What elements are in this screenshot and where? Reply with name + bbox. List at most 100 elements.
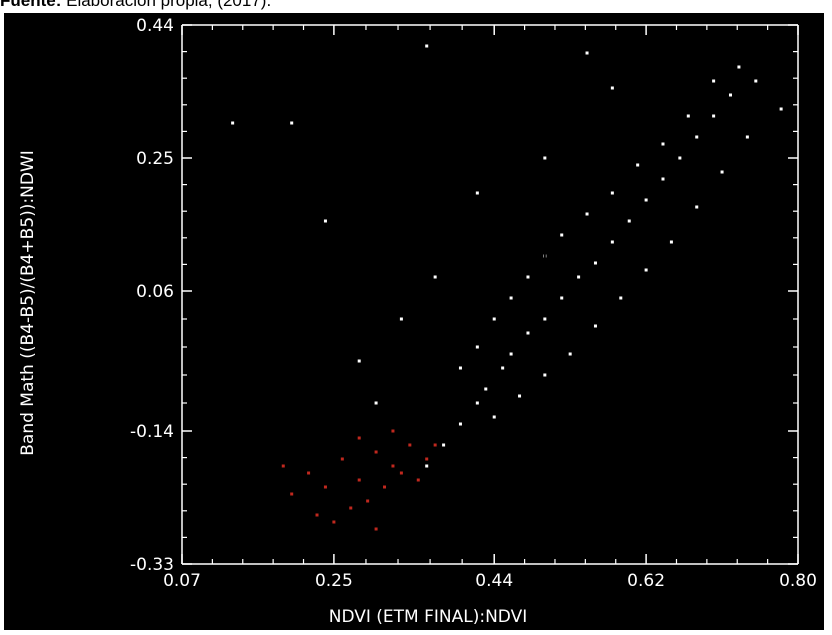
data-point [374, 450, 378, 454]
data-point [349, 506, 353, 510]
data-point [695, 135, 699, 139]
data-point [745, 135, 749, 139]
data-point [560, 296, 564, 300]
x-tick-label: 0.80 [779, 571, 817, 591]
data-point [492, 415, 496, 419]
data-point [644, 198, 648, 202]
data-point [484, 387, 488, 391]
data-point [627, 219, 631, 223]
data-point [636, 163, 640, 167]
data-point [779, 107, 783, 111]
data-point [585, 212, 589, 216]
data-point [526, 275, 530, 279]
data-point [585, 51, 589, 55]
y-tick-label: 0.44 [136, 16, 174, 36]
data-point [593, 324, 597, 328]
data-point [475, 345, 479, 349]
data-point [425, 464, 429, 468]
data-point [593, 261, 597, 265]
x-tick-label: 0.25 [315, 571, 353, 591]
data-point [391, 464, 395, 468]
data-point [543, 373, 547, 377]
data-point [678, 156, 682, 160]
x-tick-label: 0.07 [163, 571, 201, 591]
data-point [458, 366, 462, 370]
axis-layer: 0.07 0.25 0.44 0.62 0.80 0.44 0.25 0.06 -0.14 -0.… [130, 16, 817, 591]
data-point [610, 191, 614, 195]
data-point [307, 471, 311, 475]
data-point [712, 79, 716, 83]
data-point [644, 268, 648, 272]
data-point [619, 296, 623, 300]
data-point [577, 275, 581, 279]
scatter-plot-frame: 0.07 0.25 0.44 0.62 0.80 0.44 0.25 0.06 -0.14 -0.… [4, 13, 824, 630]
caption-text: Elaboración propia, (2017). [61, 0, 272, 10]
data-point [568, 352, 572, 356]
y-tick-label: 0.06 [136, 282, 174, 302]
data-point [475, 401, 479, 405]
data-point [509, 352, 513, 356]
data-point [408, 443, 412, 447]
data-point [399, 317, 403, 321]
data-point [425, 457, 429, 461]
data-point [374, 527, 378, 531]
data-point [357, 478, 361, 482]
annotation-line [654, 157, 714, 180]
data-point [661, 177, 665, 181]
y-tick-label: 0.25 [136, 149, 174, 169]
data-point [526, 331, 530, 335]
figure-caption: Fuente: Elaboración propia, (2017). [0, 0, 271, 11]
data-point [433, 275, 437, 279]
data-point [391, 429, 395, 433]
annotation-layer [477, 157, 714, 292]
data-point [695, 205, 699, 209]
data-point [669, 240, 673, 244]
data-point [518, 394, 522, 398]
data-point [442, 443, 446, 447]
y-tick-label: -0.33 [130, 555, 174, 575]
x-tick-label: 0.44 [475, 571, 513, 591]
data-point [475, 191, 479, 195]
data-point [433, 443, 437, 447]
data-point [383, 485, 387, 489]
scatter-chart: 0.07 0.25 0.44 0.62 0.80 0.44 0.25 0.06 -0.14 -0.… [18, 16, 817, 627]
data-point [357, 436, 361, 440]
data-point [374, 401, 378, 405]
data-point [610, 86, 614, 90]
data-point [231, 121, 235, 125]
data-point [332, 520, 336, 524]
y-tick-label: -0.14 [130, 422, 174, 442]
data-point [290, 492, 294, 496]
caption-prefix: Fuente: [0, 0, 62, 10]
data-point [728, 93, 732, 97]
y-axis-title: Band Math ((B4-B5)/(B4+B5)):NDWI [18, 150, 38, 456]
data-point [357, 359, 361, 363]
data-point [737, 65, 741, 69]
data-point [754, 79, 758, 83]
data-point [323, 219, 327, 223]
data-point [399, 471, 403, 475]
data-point [720, 170, 724, 174]
data-point [661, 142, 665, 146]
data-point [416, 478, 420, 482]
data-point [686, 114, 690, 118]
data-point [610, 240, 614, 244]
x-tick-label: 0.62 [627, 571, 665, 591]
x-axis-title: NDVI (ETM FINAL):NDVI [329, 607, 528, 627]
data-point [323, 485, 327, 489]
points-layer [231, 44, 783, 531]
data-point [458, 422, 462, 426]
data-point [543, 317, 547, 321]
data-point [290, 121, 294, 125]
data-point [501, 366, 505, 370]
data-point [315, 513, 319, 517]
data-point [281, 464, 285, 468]
data-point [560, 233, 564, 237]
data-point [492, 317, 496, 321]
data-point [425, 44, 429, 48]
data-point [366, 499, 370, 503]
data-point [509, 296, 513, 300]
data-point [340, 457, 344, 461]
data-point [543, 156, 547, 160]
data-point [712, 114, 716, 118]
